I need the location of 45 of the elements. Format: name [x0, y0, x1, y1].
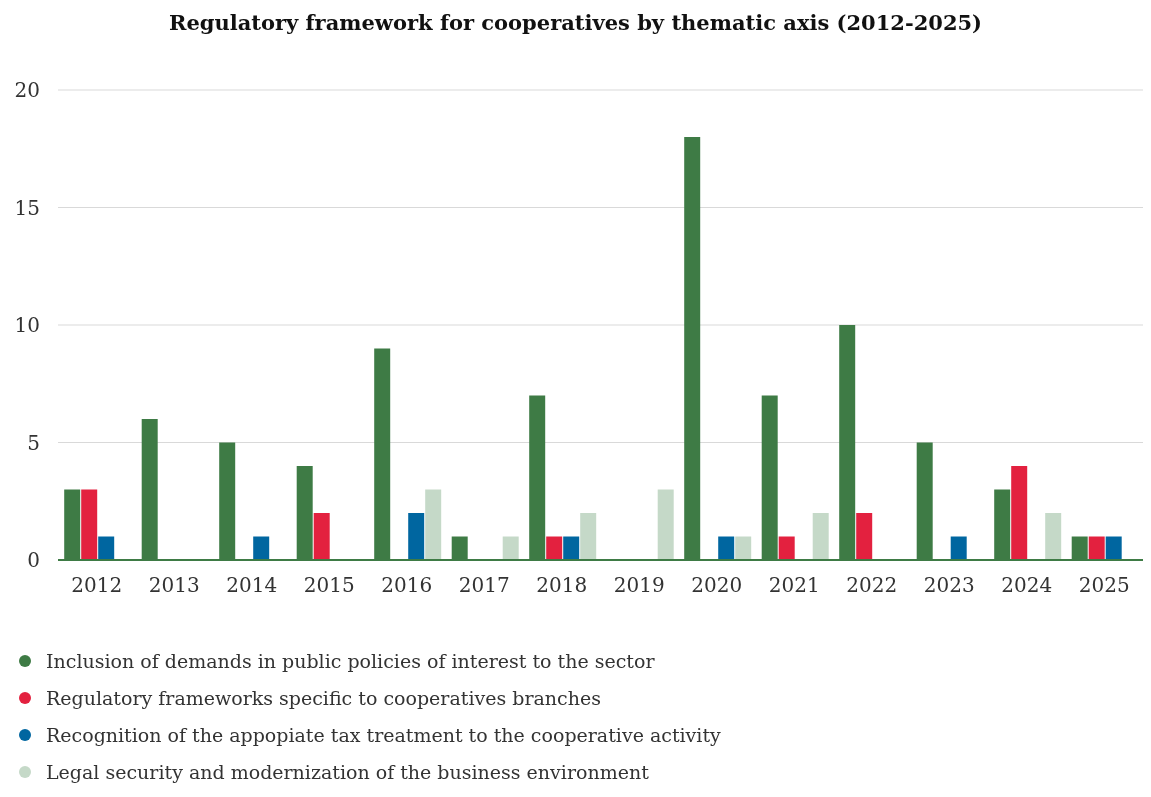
bar — [313, 513, 330, 560]
x-tick-label: 2013 — [148, 573, 200, 598]
x-tick-label: 2019 — [613, 573, 665, 598]
y-tick-label: 0 — [27, 548, 40, 573]
bar — [812, 513, 829, 560]
bar — [1011, 466, 1028, 560]
bar — [253, 536, 270, 560]
bar — [950, 536, 967, 560]
legend-label: Regulatory frameworks specific to cooperatives branches — [46, 687, 601, 709]
x-tick-label: 2012 — [71, 573, 123, 598]
x-tick-label: 2025 — [1078, 573, 1130, 598]
bar — [98, 536, 115, 560]
y-tick-label: 10 — [14, 313, 40, 338]
x-tick-label: 2024 — [1001, 573, 1053, 598]
bar — [856, 513, 873, 560]
legend-label: Legal security and modernization of the business environment — [46, 761, 649, 783]
y-tick-label: 15 — [14, 195, 40, 220]
x-tick-label: 2021 — [768, 573, 820, 598]
bar — [1045, 513, 1062, 560]
bar — [657, 489, 674, 560]
legend-label: Recognition of the appopiate tax treatment to the cooperative activity — [46, 724, 721, 746]
bar — [408, 513, 425, 560]
x-tick-label: 2020 — [691, 573, 743, 598]
x-tick-label: 2023 — [923, 573, 975, 598]
x-tick-label: 2015 — [303, 573, 355, 598]
x-tick-label: 2017 — [458, 573, 510, 598]
bar — [546, 536, 563, 560]
bar — [502, 536, 519, 560]
bar — [778, 536, 795, 560]
bar — [718, 536, 735, 560]
x-tick-label: 2018 — [536, 573, 588, 598]
bar — [735, 536, 752, 560]
bar — [563, 536, 580, 560]
chart-title: Regulatory framework for cooperatives by thematic axis (2012-2025) — [167, 10, 984, 35]
y-tick-label: 5 — [27, 430, 40, 455]
bar — [81, 489, 98, 560]
bar — [580, 513, 597, 560]
x-tick-label: 2016 — [381, 573, 433, 598]
x-tick-label: 2014 — [226, 573, 278, 598]
legend-label: Inclusion of demands in public policies of interest to the sector — [46, 650, 655, 672]
bar — [1088, 536, 1105, 560]
bar — [1105, 536, 1122, 560]
bar — [425, 489, 442, 560]
x-tick-label: 2022 — [846, 573, 898, 598]
y-tick-label: 20 — [14, 78, 40, 103]
